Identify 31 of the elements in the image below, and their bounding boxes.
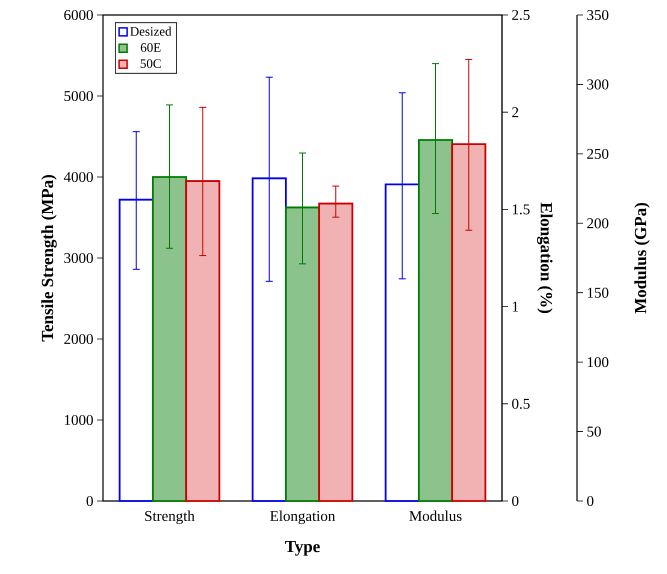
y2-axis-title: Elongation (%) [537, 202, 553, 314]
y-axis-title: Tensile Strength (MPa) [41, 175, 57, 342]
y-tick-label: 4000 [64, 172, 93, 182]
legend-label: Desized [130, 26, 172, 36]
y2-tick-label: 0 [512, 496, 518, 506]
y-tick-label: 5000 [64, 90, 93, 102]
y3-axis-title: Modulus (GPa) [634, 202, 650, 314]
y3-tick-label: 200 [587, 218, 608, 228]
y3-tick-label: 50 [587, 426, 601, 437]
y-tick-label: 6000 [64, 10, 93, 20]
y3-tick-label: 100 [588, 357, 608, 368]
y2-tick-label: 2 [512, 107, 518, 118]
y3-tick-label: 350 [587, 10, 608, 20]
x-tick-label: Strength [145, 510, 195, 524]
y-tick-label: 1000 [64, 414, 93, 426]
y3-tick-label: 250 [587, 148, 608, 159]
y2-tick-label: 1.5 [512, 204, 530, 214]
y-tick-label: 0 [86, 496, 93, 506]
y-tick-label: 3000 [64, 252, 93, 264]
y-tick-label: 2000 [64, 334, 93, 344]
y3-tick-label: 0 [587, 496, 594, 506]
y2-tick-label: 1 [512, 302, 518, 312]
y3-tick-label: 300 [587, 79, 608, 90]
x-tick-label: Modulus [409, 510, 462, 522]
y3-tick-label: 150 [588, 288, 608, 298]
legend-label: 60E [140, 43, 160, 52]
x-tick-label: Elongation [270, 510, 336, 524]
y2-tick-label: 2.5 [512, 10, 530, 20]
x-axis-title: Type [285, 540, 320, 556]
legend-label: 50C [140, 59, 161, 68]
y2-tick-label: 0.5 [512, 398, 530, 409]
